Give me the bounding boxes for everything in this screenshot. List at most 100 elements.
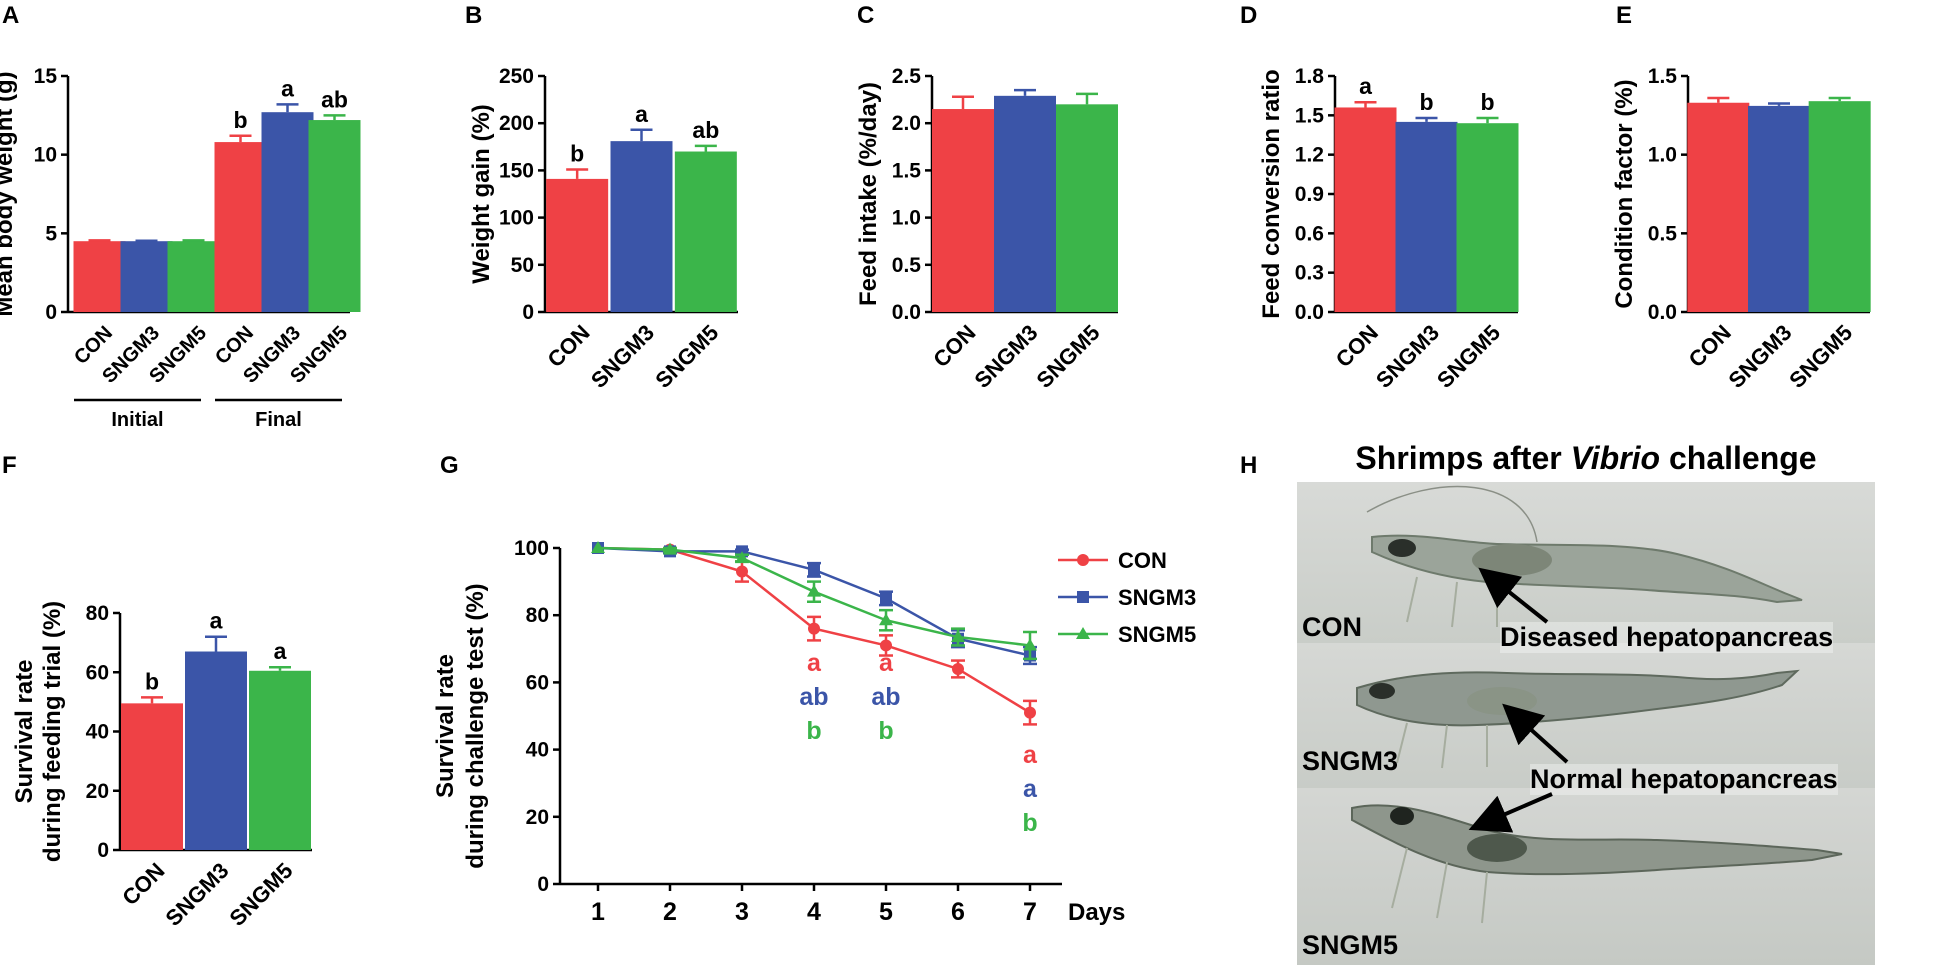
shrimp-sngm5-image bbox=[1351, 804, 1843, 924]
panel-letter-g: G bbox=[440, 452, 459, 479]
annotation-g-0-0: a bbox=[807, 649, 822, 677]
ytick-label-g: 80 bbox=[526, 604, 549, 627]
shrimp-pane-sngm3 bbox=[1297, 643, 1875, 788]
category-label-e-2: SNGM5 bbox=[1784, 320, 1857, 393]
bar-f-2 bbox=[249, 670, 311, 850]
xlabel-g: Days bbox=[1068, 899, 1125, 926]
ytick-label-c: 0.0 bbox=[892, 301, 921, 324]
photo-label-sngm3: SNGM3 bbox=[1302, 746, 1399, 776]
sig-letter-d-1: b bbox=[1419, 89, 1433, 115]
marker-g-con-3 bbox=[808, 622, 820, 635]
group-label-1: Final bbox=[255, 409, 302, 431]
ylabel-a: Mean body weight (g) bbox=[0, 71, 18, 316]
ytick-label-g: 40 bbox=[526, 739, 549, 762]
bar-a-3 bbox=[214, 142, 267, 312]
marker-g-sngm5-2 bbox=[735, 551, 749, 564]
sig-letter-a-5: ab bbox=[321, 86, 348, 112]
arrow-label-normal: Normal hepatopancreas bbox=[1530, 764, 1838, 795]
annotation-g-0-2: b bbox=[806, 717, 821, 745]
panel-letter-d: D bbox=[1240, 2, 1258, 29]
ytick-label-d: 0.6 bbox=[1295, 222, 1324, 245]
shrimp-pane-con bbox=[1297, 482, 1875, 643]
ytick-label-g: 60 bbox=[526, 671, 549, 694]
photo-title: Shrimps after Vibrio challenge bbox=[1355, 440, 1817, 476]
ytick-label-f: 0 bbox=[97, 839, 109, 862]
ytick-label-b: 100 bbox=[499, 207, 534, 230]
bar-c-2 bbox=[1056, 104, 1118, 312]
ylabel2-g: during challenge test (%) bbox=[462, 583, 489, 868]
ytick-label-b: 250 bbox=[499, 65, 534, 88]
category-label-e-1: SNGM3 bbox=[1724, 320, 1797, 393]
annotation-g-2-0: a bbox=[1023, 741, 1038, 769]
ylabel-c: Feed intake (%/day) bbox=[855, 82, 882, 306]
sig-letter-f-0: b bbox=[145, 668, 159, 694]
marker-g-sngm5-3 bbox=[807, 584, 821, 597]
xtick-label-g: 7 bbox=[1023, 898, 1037, 926]
ytick-label-f: 80 bbox=[86, 602, 109, 625]
annotation-g-0-1: ab bbox=[799, 683, 828, 711]
bar-d-0 bbox=[1334, 107, 1397, 312]
ytick-label-e: 0.0 bbox=[1648, 301, 1677, 324]
ytick-label-g: 100 bbox=[514, 537, 549, 560]
marker-g-con-4 bbox=[880, 639, 892, 652]
ytick-label-b: 150 bbox=[499, 159, 534, 182]
sig-letter-a-4: a bbox=[281, 75, 294, 101]
category-label-d-2: SNGM5 bbox=[1432, 320, 1505, 393]
shrimp-photo: CON SNGM3 SNGM5 Diseased hepatopancreas … bbox=[1297, 482, 1875, 965]
bar-b-2 bbox=[674, 151, 737, 312]
bar-c-0 bbox=[932, 109, 994, 312]
arrow-diseased bbox=[1478, 567, 1549, 624]
marker-g-con-6 bbox=[1024, 706, 1036, 719]
ytick-label-d: 1.8 bbox=[1295, 65, 1325, 88]
ytick-label-e: 1.0 bbox=[1648, 144, 1677, 167]
category-label-f-0: CON bbox=[117, 858, 169, 910]
ytick-label-d: 0.3 bbox=[1295, 262, 1324, 285]
ytick-label-c: 1.0 bbox=[892, 207, 921, 230]
ytick-label-d: 1.2 bbox=[1295, 144, 1324, 167]
bar-f-1 bbox=[185, 651, 247, 850]
category-label-f-1: SNGM3 bbox=[161, 858, 234, 931]
bar-e-0 bbox=[1687, 102, 1750, 312]
legend-marker-sngm5 bbox=[1076, 627, 1090, 639]
arrow-normal-bottom bbox=[1468, 792, 1553, 833]
marker-g-con-2 bbox=[736, 565, 748, 578]
shrimp-sngm3-image bbox=[1356, 669, 1800, 769]
bar-a-2 bbox=[167, 241, 220, 312]
xtick-label-g: 1 bbox=[591, 898, 605, 926]
shrimp-pane-sngm5 bbox=[1297, 788, 1875, 965]
panel-letter-c: C bbox=[857, 2, 875, 29]
marker-g-sngm3-3 bbox=[808, 563, 820, 576]
sig-letter-a-3: b bbox=[233, 107, 247, 133]
annotation-g-1-1: ab bbox=[871, 683, 900, 711]
sig-letter-b-0: b bbox=[570, 140, 584, 166]
ytick-label-b: 50 bbox=[511, 254, 534, 277]
marker-g-sngm3-4 bbox=[880, 592, 892, 605]
ylabel-d: Feed conversion ratio bbox=[1258, 69, 1285, 318]
ytick-label-d: 1.5 bbox=[1295, 104, 1325, 127]
marker-g-sngm5-4 bbox=[879, 613, 893, 626]
sig-letter-b-1: a bbox=[635, 101, 648, 127]
panel-letter-f: F bbox=[2, 452, 17, 479]
marker-g-sngm5-1 bbox=[663, 542, 677, 555]
bar-d-1 bbox=[1395, 121, 1458, 312]
ytick-label-a: 5 bbox=[45, 222, 57, 245]
category-label-b-2: SNGM5 bbox=[650, 320, 723, 393]
annotation-g-2-2: b bbox=[1022, 809, 1037, 837]
sig-letter-f-1: a bbox=[210, 608, 223, 634]
xtick-label-g: 2 bbox=[663, 898, 677, 926]
group-label-0: Initial bbox=[111, 409, 163, 431]
annotation-g-1-2: b bbox=[878, 717, 893, 745]
ytick-label-f: 60 bbox=[86, 661, 109, 684]
bar-a-4 bbox=[261, 112, 314, 312]
sig-letter-d-2: b bbox=[1480, 89, 1494, 115]
xtick-label-g: 3 bbox=[735, 898, 749, 926]
legend-label-sngm5: SNGM5 bbox=[1118, 622, 1196, 647]
panel-letter-h: H bbox=[1240, 452, 1258, 479]
ytick-label-c: 2.0 bbox=[892, 112, 921, 135]
annotation-g-1-0: a bbox=[879, 649, 894, 677]
category-label-b-1: SNGM3 bbox=[586, 320, 659, 393]
ytick-label-b: 0 bbox=[522, 301, 534, 324]
category-label-c-2: SNGM5 bbox=[1032, 320, 1105, 393]
ytick-label-e: 1.5 bbox=[1648, 65, 1678, 88]
ytick-label-c: 0.5 bbox=[892, 254, 922, 277]
